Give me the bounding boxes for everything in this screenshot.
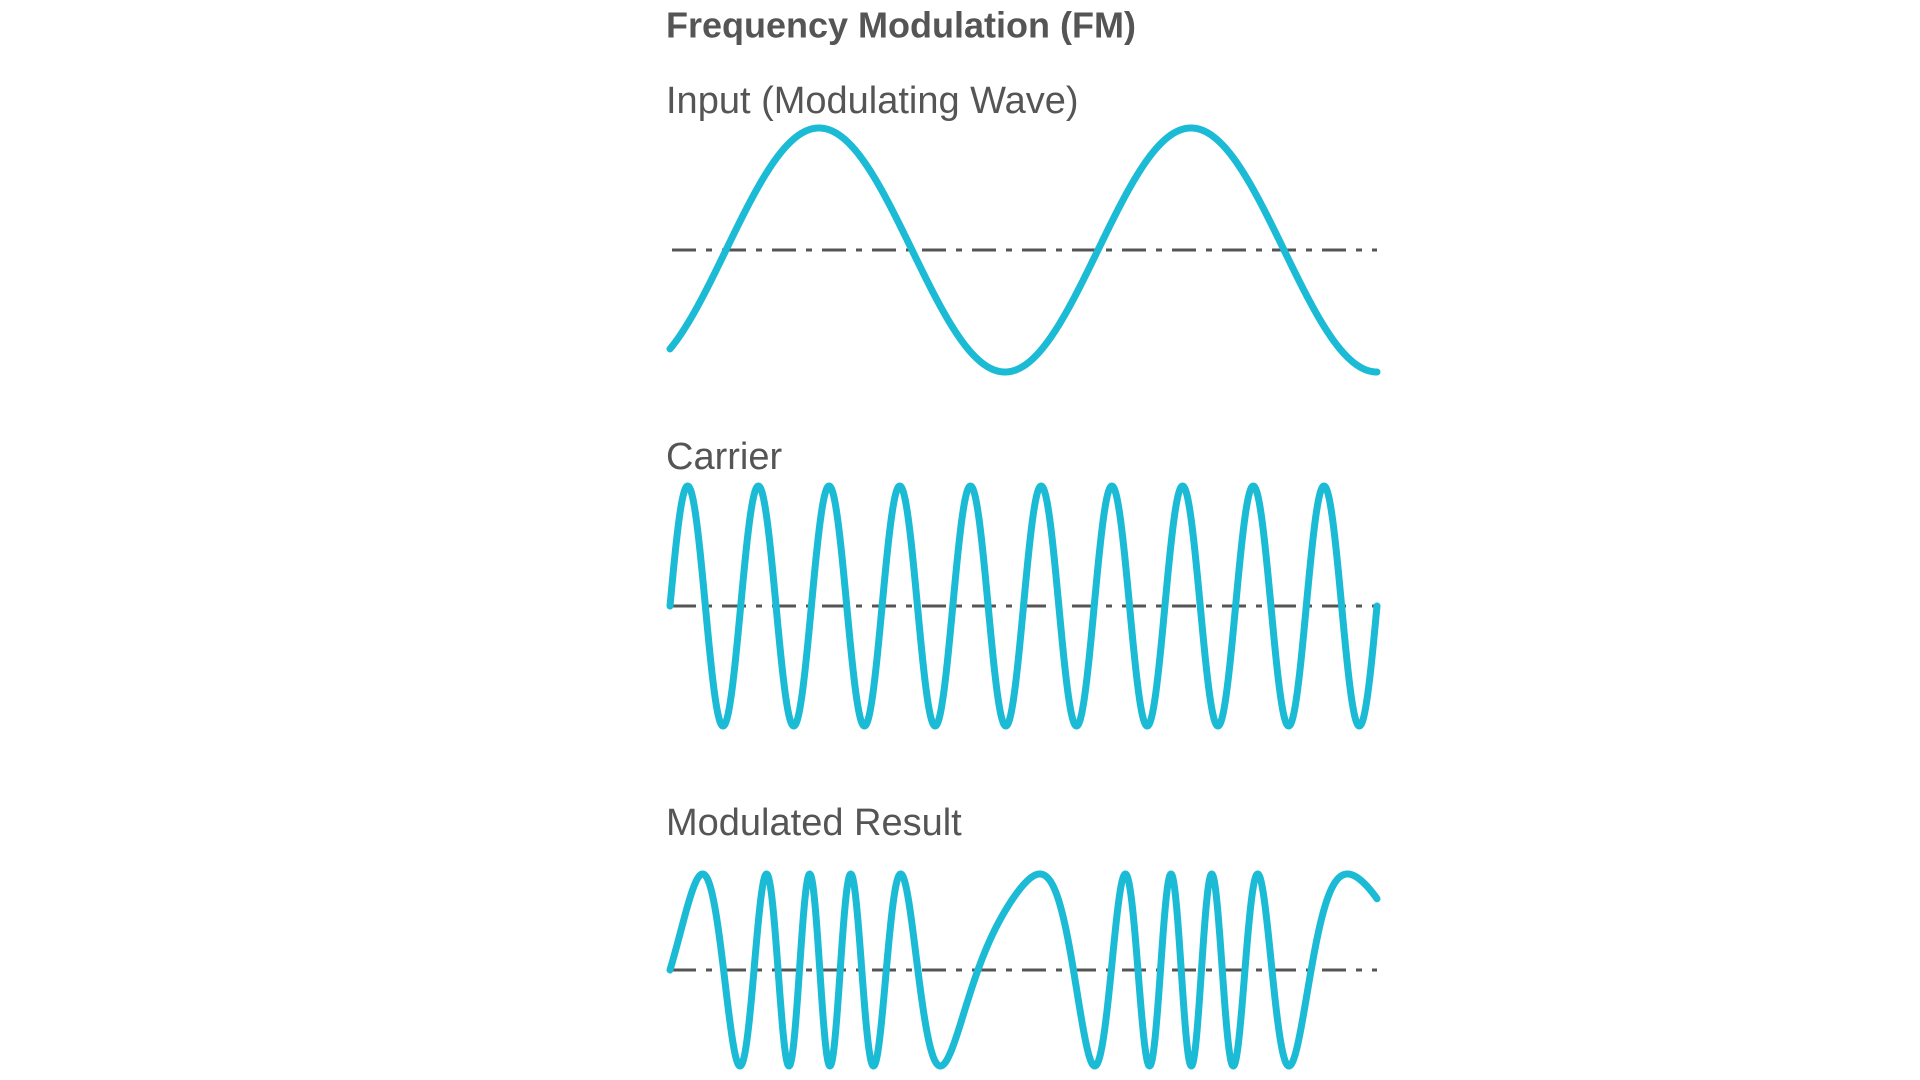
carrier-wave (666, 482, 1381, 730)
input-wave (666, 124, 1381, 376)
panel-label: Carrier (666, 436, 782, 478)
modulated-wave (666, 870, 1381, 1070)
panel-label: Modulated Result (666, 802, 962, 844)
panel-label: Input (Modulating Wave) (666, 80, 1079, 122)
title: Frequency Modulation (FM) (666, 5, 1136, 46)
